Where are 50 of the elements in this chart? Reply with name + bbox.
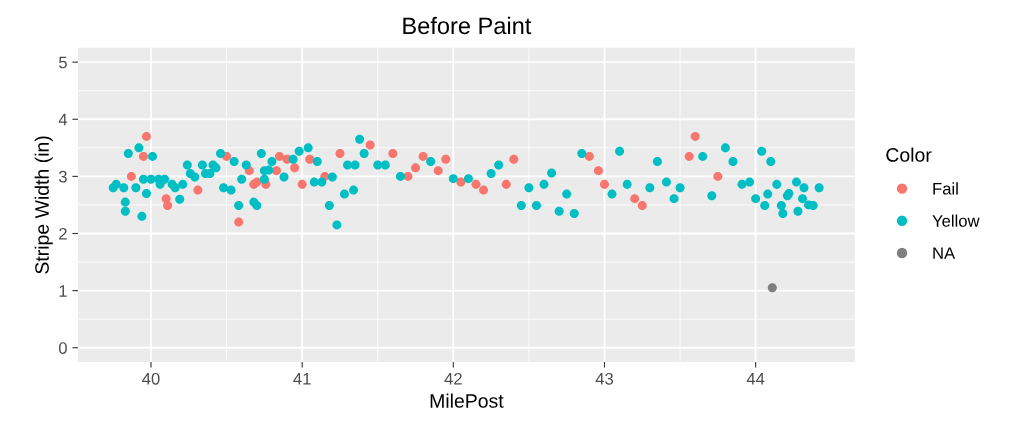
point [418, 151, 428, 161]
point [297, 179, 307, 189]
legend-label: Yellow [932, 214, 980, 227]
point [441, 154, 451, 164]
legend-label: NA [933, 247, 956, 259]
point [690, 131, 700, 141]
legend-label: Fail [933, 182, 958, 195]
point [290, 163, 300, 173]
y-tick-label: 1 [59, 285, 67, 297]
point [630, 194, 640, 204]
point [479, 185, 489, 195]
point [141, 131, 151, 141]
point [274, 151, 284, 161]
x-tick-label: 40 [142, 372, 160, 385]
x-tick-label: 43 [595, 372, 614, 385]
point [584, 151, 594, 161]
point [456, 177, 466, 187]
point [471, 179, 481, 189]
x-tick-label: 44 [746, 373, 765, 385]
y-tick-label: 0 [58, 342, 67, 354]
point [335, 149, 345, 159]
point [501, 179, 511, 189]
y-tick-label: 2 [59, 227, 67, 240]
point [126, 171, 136, 181]
point [637, 201, 647, 211]
x-axis-title: MilePost [430, 393, 504, 408]
legend-title: Color [886, 147, 932, 162]
point [599, 179, 609, 189]
chart-title: Before Paint [403, 16, 532, 35]
point [305, 154, 315, 164]
point [509, 154, 519, 164]
y-tick-label: 4 [58, 113, 68, 126]
point [365, 140, 375, 150]
y-tick-label: 5 [58, 56, 67, 69]
x-tick-label: 41 [293, 373, 311, 385]
point [713, 171, 723, 181]
point [193, 185, 203, 195]
point [433, 166, 443, 176]
point [163, 201, 173, 211]
point [388, 149, 398, 159]
point [411, 163, 421, 173]
point [234, 217, 244, 227]
point [593, 166, 603, 176]
y-tick-label: 3 [58, 170, 67, 183]
x-tick-label: 42 [444, 372, 462, 385]
y-axis-title: Stripe Width (in) [34, 136, 53, 274]
point [684, 151, 694, 161]
point [767, 283, 777, 293]
point [138, 151, 148, 161]
point [271, 166, 281, 176]
